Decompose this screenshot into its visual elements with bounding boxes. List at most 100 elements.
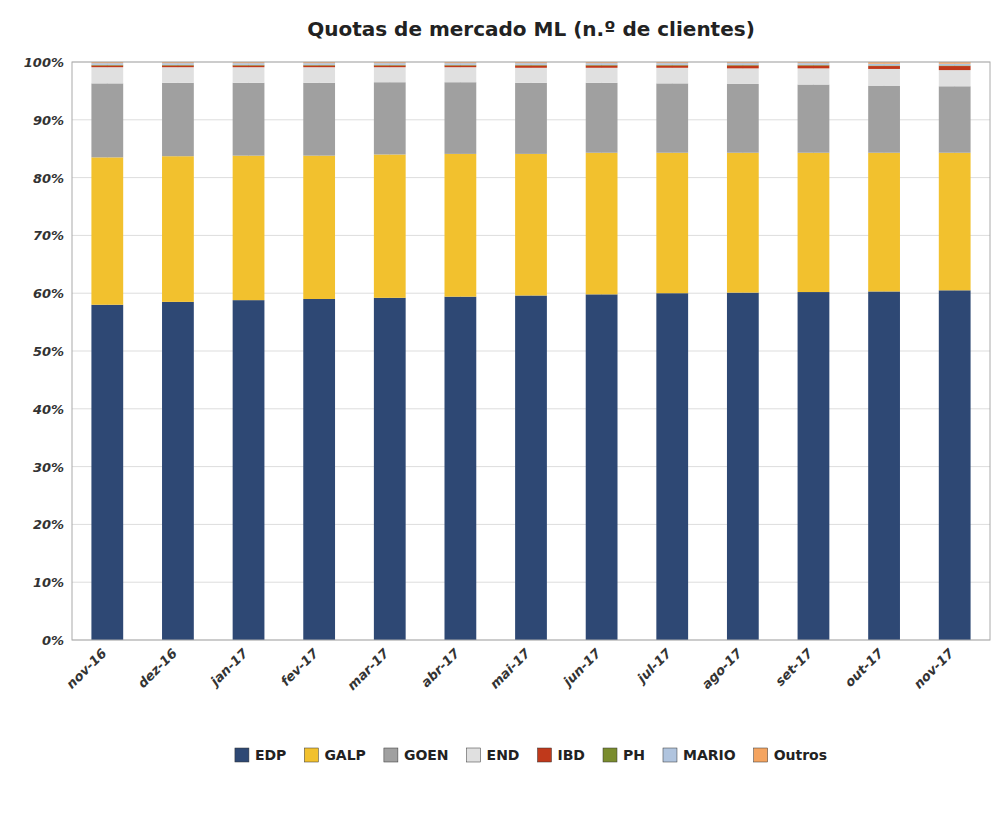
bar-segment (868, 64, 900, 66)
bar-segment (939, 70, 971, 86)
bar-segment (444, 297, 476, 640)
x-tick-label: jun-17 (559, 645, 605, 691)
legend-item: IBD (537, 747, 585, 763)
bar-segment (303, 156, 335, 299)
bar-segment (233, 156, 265, 300)
bar-segment (939, 66, 971, 70)
y-tick-label: 40% (32, 402, 64, 417)
x-tick-label: out-17 (842, 645, 887, 690)
x-tick-label: set-17 (772, 645, 816, 689)
bar-segment (233, 63, 265, 65)
bar-segment (868, 291, 900, 640)
legend-item: GALP (304, 747, 366, 763)
y-tick-label: 10% (33, 575, 64, 590)
legend-swatch (537, 748, 551, 762)
y-tick-label: 80% (33, 171, 64, 186)
x-tick-label: mai-17 (487, 645, 534, 692)
y-axis: 0%10%20%30%40%50%60%70%80%90%100% (24, 55, 64, 648)
legend-swatch (603, 748, 617, 762)
bar-segment (162, 83, 194, 156)
legend-item: END (467, 747, 520, 763)
bar-segment (444, 154, 476, 297)
bar-segment (798, 153, 830, 292)
bar-segment (727, 84, 759, 153)
bar-segment (91, 83, 123, 157)
y-tick-label: 50% (33, 344, 64, 359)
bar-segment (515, 68, 547, 83)
title: Quotas de mercado ML (n.º de clientes) (307, 17, 755, 41)
bar-segment (374, 67, 406, 82)
bar-segment (727, 68, 759, 84)
legend-swatch (235, 748, 249, 762)
plot-frame (72, 62, 990, 640)
x-axis: nov-16dez-16jan-17fev-17mar-17abr-17mai-… (63, 645, 957, 693)
bar-segment (656, 65, 688, 67)
y-tick-label: 20% (33, 517, 64, 532)
legend-item: GOEN (384, 747, 449, 763)
legend-label: GALP (324, 747, 366, 763)
bar-segment (586, 68, 618, 83)
bar-segment (586, 153, 618, 295)
grid (72, 62, 990, 640)
bar-segment (162, 302, 194, 640)
bar-segment (374, 82, 406, 154)
legend-item: MARIO (663, 747, 736, 763)
legend-label: GOEN (404, 747, 449, 763)
bar-segment (444, 63, 476, 65)
bar-segment (162, 63, 194, 65)
bar-segment (798, 85, 830, 153)
bar-segment (303, 67, 335, 83)
legend-label: Outros (774, 747, 827, 763)
bar-segment (798, 292, 830, 640)
legend-swatch (467, 748, 481, 762)
bar-segment (586, 83, 618, 153)
bar-segment (798, 65, 830, 68)
x-tick-label: ago-17 (699, 645, 746, 692)
legend-item: PH (603, 747, 645, 763)
bar-segment (939, 86, 971, 152)
bar-segment (656, 153, 688, 293)
legend-swatch (754, 748, 768, 762)
legend-swatch (304, 748, 318, 762)
legend-swatch (663, 748, 677, 762)
bar-segment (939, 64, 971, 66)
legend-label: IBD (557, 747, 585, 763)
bar-segment (939, 153, 971, 291)
bar-segment (303, 65, 335, 67)
legend-swatch (384, 748, 398, 762)
bar-segment (515, 296, 547, 640)
bar-segment (656, 83, 688, 152)
bar-segment (515, 83, 547, 154)
bar-segment (798, 63, 830, 65)
bar-segment (233, 300, 265, 640)
x-tick-label: jul-17 (633, 645, 675, 687)
bar-segment (868, 153, 900, 292)
bar-segment (868, 86, 900, 153)
bar-segment (91, 65, 123, 67)
x-tick-label: jan-17 (206, 645, 251, 690)
bar-segment (444, 67, 476, 82)
x-tick-label: fev-17 (278, 645, 322, 689)
bar-segment (233, 67, 265, 83)
legend-label: PH (623, 747, 645, 763)
legend-label: MARIO (683, 747, 736, 763)
bar-segment (91, 63, 123, 65)
y-tick-label: 60% (33, 286, 64, 301)
bar-segment (233, 65, 265, 67)
bar-segment (515, 65, 547, 67)
bar-segment (233, 83, 265, 156)
bar-segment (303, 299, 335, 640)
x-tick-label: abr-17 (418, 645, 463, 690)
bars (91, 62, 970, 640)
bar-segment (303, 63, 335, 65)
bar-segment (374, 63, 406, 65)
chart: Quotas de mercado ML (n.º de clientes)0%… (0, 0, 1008, 824)
bar-segment (444, 82, 476, 154)
bar-segment (444, 65, 476, 67)
bar-segment (586, 65, 618, 67)
bar-segment (586, 63, 618, 65)
legend-label: EDP (255, 747, 286, 763)
legend: EDP GALP GOEN END IBD PH MARIO Outros (235, 747, 827, 763)
legend-item: Outros (754, 747, 827, 763)
bar-segment (515, 154, 547, 296)
